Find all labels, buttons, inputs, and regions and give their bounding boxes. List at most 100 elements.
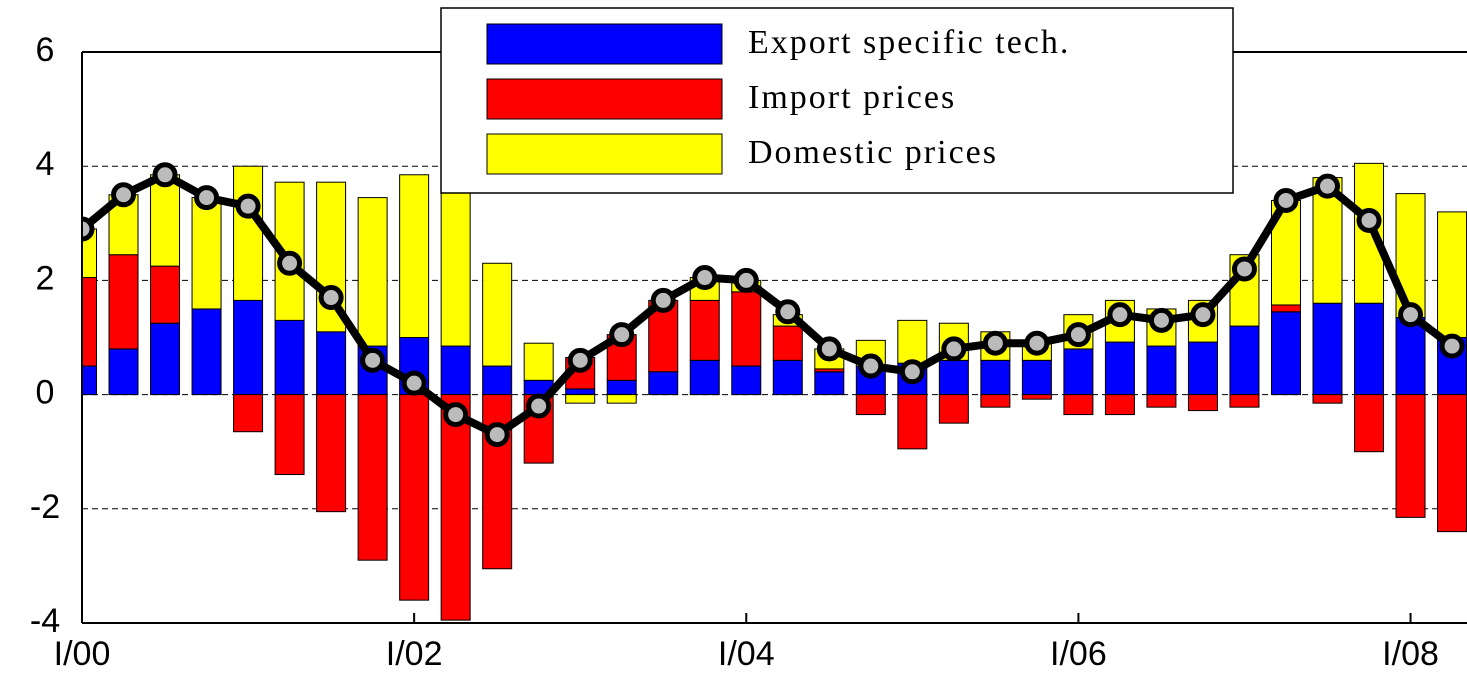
bar-segment bbox=[898, 395, 927, 449]
bar-segment bbox=[1105, 342, 1134, 395]
bar-segment bbox=[1230, 395, 1259, 408]
bar-segment bbox=[151, 266, 180, 323]
bar-segment bbox=[234, 166, 263, 300]
bar-segment bbox=[1355, 303, 1384, 394]
line-marker bbox=[861, 356, 881, 376]
line-marker bbox=[321, 288, 341, 308]
line-marker bbox=[155, 165, 175, 185]
y-tick-label: 2 bbox=[36, 259, 55, 297]
x-tick-label: I/08 bbox=[1382, 635, 1439, 672]
bar-segment bbox=[109, 349, 138, 395]
bar-segment bbox=[275, 320, 304, 394]
bar-segment bbox=[1271, 305, 1300, 312]
x-tick-label: I/00 bbox=[54, 635, 111, 672]
bar-segment bbox=[192, 309, 221, 395]
line-marker bbox=[1193, 305, 1213, 325]
x-tick-label: I/04 bbox=[718, 635, 775, 672]
bar-segment bbox=[483, 395, 512, 569]
bar-segment bbox=[1105, 395, 1134, 415]
bar-segment bbox=[151, 175, 180, 266]
line-marker bbox=[778, 302, 798, 322]
bar-segment bbox=[1313, 303, 1342, 394]
bar-segment bbox=[690, 300, 719, 360]
line-marker bbox=[446, 405, 466, 425]
bar-segment bbox=[939, 395, 968, 424]
bar-segment bbox=[1064, 349, 1093, 395]
y-tick-label: 0 bbox=[36, 374, 55, 412]
line-marker bbox=[197, 188, 217, 208]
bar-segment bbox=[1188, 395, 1217, 411]
line-marker bbox=[902, 362, 922, 382]
legend-label: Domestic prices bbox=[748, 134, 998, 171]
line-marker bbox=[695, 268, 715, 288]
bar-segment bbox=[441, 189, 470, 346]
bar-segment bbox=[441, 346, 470, 395]
bar-segment bbox=[151, 323, 180, 394]
bar-segment bbox=[1147, 395, 1176, 408]
legend-swatch bbox=[487, 24, 722, 64]
bar-segment bbox=[1022, 395, 1051, 400]
legend-swatch bbox=[487, 134, 722, 174]
bar-segment bbox=[981, 360, 1010, 394]
bar-segment bbox=[317, 332, 346, 395]
line-marker bbox=[1151, 310, 1171, 330]
bar-segment bbox=[690, 360, 719, 394]
line-marker bbox=[1401, 305, 1421, 325]
bar-segment bbox=[1396, 318, 1425, 395]
line-marker bbox=[653, 290, 673, 310]
line-marker bbox=[1027, 333, 1047, 353]
legend: Export specific tech. Import prices Domest… bbox=[441, 8, 1233, 193]
line-marker bbox=[404, 373, 424, 393]
legend-swatch bbox=[487, 79, 722, 119]
plot-area bbox=[68, 163, 1467, 620]
line-marker bbox=[819, 339, 839, 359]
bar-segment bbox=[1188, 342, 1217, 395]
line-marker bbox=[529, 396, 549, 416]
line-marker bbox=[1318, 176, 1338, 196]
bar-segment bbox=[898, 320, 927, 363]
bar-segment bbox=[607, 395, 636, 404]
line-marker bbox=[1110, 305, 1130, 325]
bar-segment bbox=[856, 395, 885, 415]
line-marker bbox=[487, 425, 507, 445]
bar-segment bbox=[1064, 395, 1093, 415]
bar-segment bbox=[524, 343, 553, 380]
line-marker bbox=[280, 253, 300, 273]
x-tick-label: I/02 bbox=[386, 635, 443, 672]
bar-segment bbox=[1438, 212, 1467, 338]
legend-label: Import prices bbox=[748, 79, 956, 116]
line-marker bbox=[363, 350, 383, 370]
bar-segment bbox=[483, 263, 512, 366]
bar-segment bbox=[1147, 346, 1176, 395]
bar-segment bbox=[566, 395, 595, 404]
bar-segment bbox=[1022, 360, 1051, 394]
bar-segment bbox=[358, 395, 387, 561]
bar-segment bbox=[773, 360, 802, 394]
bar-segment bbox=[1396, 395, 1425, 518]
bar-segment bbox=[1355, 163, 1384, 303]
bar-segment bbox=[981, 395, 1010, 408]
bar-segment bbox=[109, 255, 138, 349]
bar-segment bbox=[1355, 395, 1384, 452]
line-marker bbox=[944, 339, 964, 359]
x-tick-label: I/06 bbox=[1050, 635, 1107, 672]
bar-segment bbox=[1230, 326, 1259, 395]
line-marker bbox=[1359, 210, 1379, 230]
y-tick-label: 6 bbox=[36, 31, 55, 69]
bar-segment bbox=[400, 395, 429, 601]
bar-segment bbox=[939, 360, 968, 394]
bar-segment bbox=[649, 372, 678, 395]
bar-segment bbox=[317, 395, 346, 512]
bar-segment bbox=[234, 300, 263, 394]
bar-segment bbox=[732, 366, 761, 395]
bar-segment bbox=[773, 326, 802, 360]
line-marker bbox=[736, 270, 756, 290]
bar-segment bbox=[1313, 395, 1342, 404]
line-marker bbox=[1276, 190, 1296, 210]
bar-segment bbox=[192, 198, 221, 309]
y-tick-label: 4 bbox=[36, 145, 55, 183]
line-marker bbox=[612, 325, 632, 345]
line-marker bbox=[114, 185, 134, 205]
legend-label: Export specific tech. bbox=[748, 24, 1070, 61]
